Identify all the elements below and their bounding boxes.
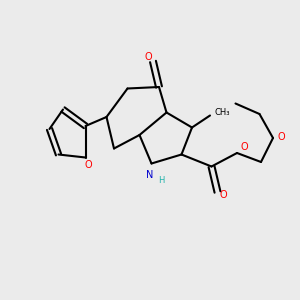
Text: O: O bbox=[241, 142, 248, 152]
Text: H: H bbox=[158, 176, 164, 185]
Text: O: O bbox=[145, 52, 152, 62]
Text: O: O bbox=[85, 160, 92, 170]
Text: O: O bbox=[278, 131, 285, 142]
Text: N: N bbox=[146, 170, 154, 180]
Text: O: O bbox=[220, 190, 227, 200]
Text: CH₃: CH₃ bbox=[214, 108, 230, 117]
